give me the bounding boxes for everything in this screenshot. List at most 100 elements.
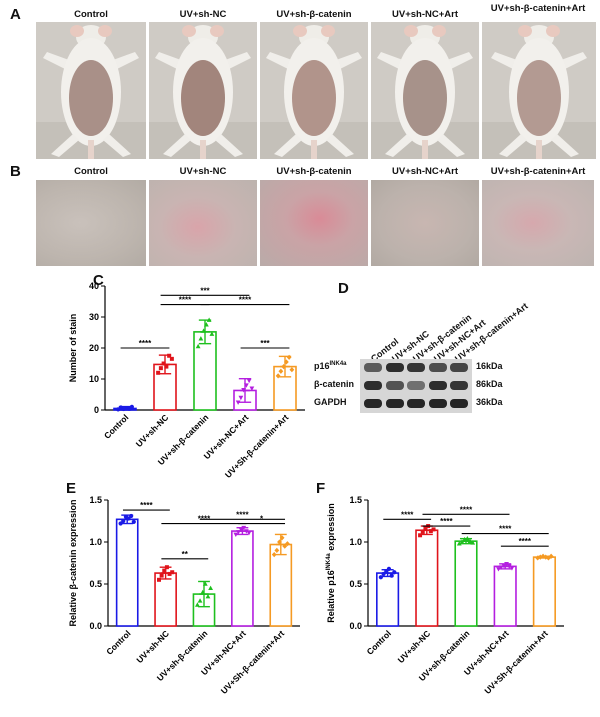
skin-photo-uv-sh-nc: [149, 180, 257, 266]
data-point: [496, 567, 501, 572]
significance-label: ****: [519, 537, 532, 546]
significance-label: ****: [460, 505, 473, 514]
data-point: [235, 400, 241, 405]
data-point: [131, 519, 136, 524]
significance-label: ****: [179, 296, 192, 305]
panel-letter-d: D: [338, 280, 349, 297]
photo-b-header-uv-sh-bcatenin-art: UV+sh-β-catenin+Art: [490, 166, 586, 177]
data-point: [209, 331, 215, 336]
wb-band: [407, 363, 425, 372]
bar: [231, 530, 254, 627]
chart-e: 0.0 0.5 1.0 1.5 Relative β-catenin expressio…: [68, 495, 300, 696]
photo-a-header-uv-sh-bcatenin-art: UV+sh-β-catenin+Art: [490, 3, 586, 14]
data-point: [282, 543, 288, 549]
wb-row-label-p16: p16INK4a: [314, 361, 347, 371]
data-point: [431, 527, 436, 532]
data-point: [162, 568, 167, 573]
wb-band: [364, 363, 382, 372]
mouse-photo-row: [36, 22, 596, 159]
data-point: [274, 547, 280, 553]
data-point: [246, 378, 252, 384]
wb-row-label-gapdh: GAPDH: [314, 397, 347, 407]
y-tick-label: 0.0: [89, 621, 102, 631]
data-point: [167, 571, 172, 576]
data-point: [129, 513, 134, 519]
data-point: [546, 555, 551, 561]
mouse-photo-4: [482, 22, 596, 159]
skin-photo-uv-sh-nc-art: [371, 180, 479, 266]
data-point: [164, 565, 169, 570]
data-point: [456, 541, 462, 546]
wb-band: [450, 399, 468, 408]
significance-label: ***: [260, 339, 270, 348]
category-label: UV+sh-NC: [134, 628, 171, 665]
data-point: [535, 555, 541, 561]
wb-band: [385, 363, 404, 372]
data-point: [241, 525, 247, 531]
data-point: [205, 594, 211, 599]
category-label: UV+sh-NC: [134, 412, 171, 449]
photo-a-header-uv-sh-nc-art: UV+sh-NC+Art: [392, 9, 458, 20]
bar: [454, 540, 478, 627]
y-tick-label: 0.5: [349, 579, 362, 589]
data-point: [233, 532, 239, 538]
mouse-photo-0: [36, 22, 146, 159]
bar: [415, 529, 439, 627]
data-point: [537, 554, 543, 560]
photo-b-header-uv-sh-nc: UV+sh-NC: [179, 166, 227, 177]
wb-size-gapdh: 36kDa: [476, 397, 503, 407]
y-axis-label-sup: INK4a: [326, 553, 332, 571]
data-point: [543, 554, 549, 560]
wb-band: [385, 381, 404, 390]
category-label: UV+sh-NC: [396, 628, 433, 665]
data-point: [381, 571, 386, 577]
y-axis-label: Relative β-catenin expression: [68, 499, 78, 626]
y-axis-label-tail: expression: [326, 503, 336, 553]
panel-letter-f: F: [316, 480, 326, 497]
y-tick-label: 0: [94, 405, 99, 415]
bar: [376, 572, 400, 627]
data-point: [285, 541, 290, 547]
data-point: [286, 354, 292, 360]
data-point: [200, 589, 206, 595]
significance-label: ****: [239, 296, 252, 305]
data-point: [501, 563, 507, 569]
photo-a-header-control: Control: [74, 9, 108, 20]
photo-a-header-uv-sh-nc: UV+sh-NC: [179, 9, 227, 20]
panel-letter-a: A: [10, 6, 21, 23]
western-blot-column-headers: Control UV+sh-NC UV+sh-β-catenin UV+sh-NC+A…: [355, 270, 595, 364]
data-point: [277, 539, 282, 545]
data-point: [470, 540, 476, 545]
wb-size-p16: 16kDa: [476, 361, 503, 371]
data-point: [201, 328, 207, 333]
mouse-photo-2: [260, 22, 368, 159]
y-tick-label: 1.0: [89, 537, 102, 547]
data-point: [238, 395, 244, 401]
chart-f: 0.0 0.5 1.0 1.5 Relative p16INK4a expression…: [326, 495, 564, 696]
y-tick-label: 1.5: [89, 495, 102, 505]
category-label: Control: [365, 628, 393, 656]
data-point: [118, 521, 123, 526]
wb-band: [407, 381, 425, 390]
data-point: [540, 553, 546, 559]
wb-band: [428, 363, 447, 372]
wb-band: [407, 399, 425, 408]
data-point: [420, 529, 425, 534]
skin-photo-uv-sh-bcatenin-art: [482, 180, 594, 266]
data-point: [249, 386, 255, 391]
photo-a-header-uv-sh-bcatenin: UV+sh-β-catenin: [276, 9, 352, 20]
y-tick-label: 20: [89, 343, 99, 353]
data-point: [243, 383, 249, 388]
data-point: [428, 529, 433, 534]
category-label: Control: [102, 412, 130, 440]
data-point: [129, 404, 134, 409]
data-point: [121, 518, 126, 524]
data-point: [278, 368, 284, 374]
data-point: [498, 565, 504, 570]
photo-b-header-control: Control: [74, 166, 108, 177]
wb-band: [450, 381, 468, 390]
skin-photo-uv-sh-bcatenin: [260, 180, 368, 266]
photo-b-header-uv-sh-nc-art: UV+sh-NC+Art: [392, 166, 458, 177]
significance-label: ****: [499, 525, 512, 534]
y-tick-label: 10: [89, 374, 99, 384]
